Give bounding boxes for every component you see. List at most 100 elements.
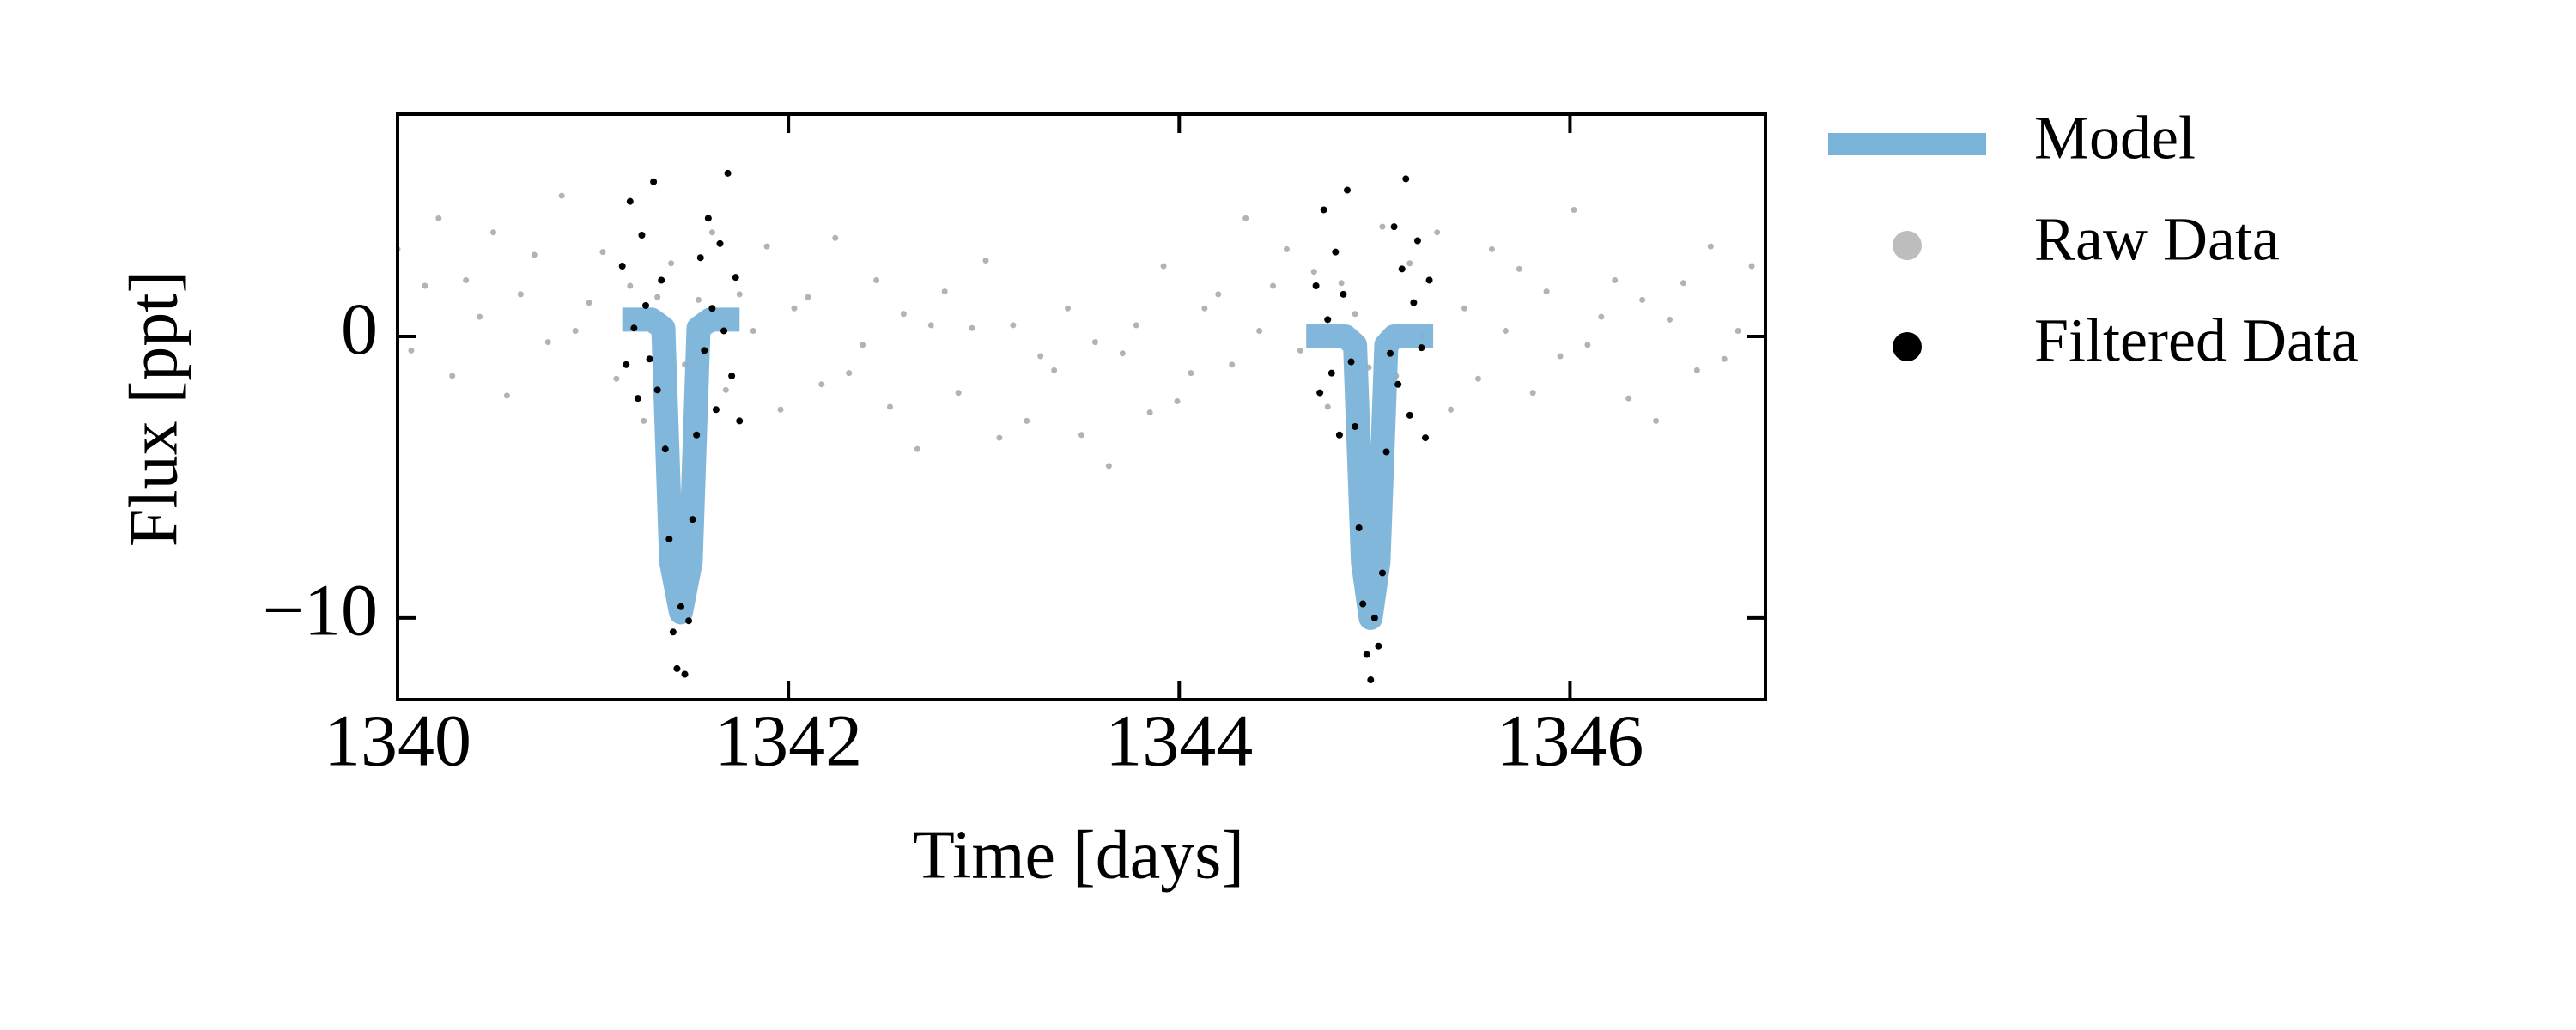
- raw-point: [558, 192, 565, 199]
- raw-point: [1078, 432, 1084, 439]
- plot-frame: [396, 112, 1767, 701]
- raw-point: [1091, 339, 1098, 346]
- raw-point: [1256, 327, 1263, 334]
- raw-point: [490, 229, 497, 236]
- raw-point: [722, 386, 729, 393]
- filtered-point: [732, 274, 739, 282]
- filtered-point: [708, 305, 716, 312]
- filtered-point: [661, 445, 669, 453]
- raw-point: [1461, 305, 1468, 312]
- raw-point: [586, 300, 592, 306]
- raw-point: [873, 276, 880, 283]
- filtered-point: [1355, 524, 1363, 531]
- filtered-point: [1363, 651, 1370, 658]
- raw-point: [777, 406, 784, 413]
- raw-point: [1516, 265, 1522, 272]
- filtered-point: [642, 301, 650, 309]
- filtered-point: [665, 536, 673, 543]
- filtered-point: [623, 360, 630, 368]
- raw-point: [900, 311, 907, 318]
- raw-point: [1037, 353, 1044, 360]
- raw-point: [422, 282, 428, 289]
- filtered-point: [1316, 389, 1324, 397]
- filtered-point: [669, 628, 677, 636]
- filtered-point: [704, 215, 712, 222]
- raw-point: [1338, 280, 1345, 287]
- filtered-point: [1340, 290, 1347, 298]
- raw-point: [463, 276, 470, 283]
- filtered-point: [1387, 349, 1394, 357]
- raw-point: [1434, 229, 1441, 236]
- raw-point: [1639, 296, 1646, 303]
- raw-point: [1625, 395, 1632, 402]
- filtered-point: [626, 197, 634, 205]
- plot-area: [398, 169, 1755, 684]
- raw-point: [750, 327, 756, 334]
- filtered-point: [1394, 380, 1402, 388]
- raw-point: [1529, 390, 1536, 397]
- raw-point: [927, 322, 934, 329]
- raw-point: [572, 327, 579, 334]
- raw-point: [1598, 313, 1605, 320]
- filtered-point: [720, 327, 728, 335]
- raw-point: [1065, 305, 1072, 312]
- raw-point: [435, 215, 442, 221]
- filtered-point: [638, 231, 646, 239]
- x-axis-label: Time [days]: [913, 817, 1244, 893]
- filtered-point: [736, 417, 744, 425]
- raw-point: [1474, 375, 1481, 382]
- filtered-point: [689, 516, 696, 524]
- raw-point: [1324, 403, 1331, 410]
- raw-point: [1105, 463, 1112, 470]
- raw-point: [1488, 245, 1495, 252]
- filtered-point: [1425, 276, 1433, 284]
- filtered-point: [681, 670, 689, 678]
- filtered-point: [1402, 175, 1410, 183]
- x-tick-label: 1340: [324, 700, 471, 782]
- raw-point: [1133, 322, 1139, 329]
- x-tick-label: 1346: [1496, 700, 1643, 782]
- filtered-point: [658, 276, 665, 284]
- raw-point: [791, 305, 798, 312]
- filtered-point: [1382, 448, 1390, 456]
- raw-point: [708, 229, 715, 236]
- filtered-point: [1398, 265, 1406, 273]
- raw-point: [1680, 280, 1686, 287]
- filtered-point: [685, 617, 693, 625]
- filtered-point: [1352, 422, 1359, 430]
- raw-point: [832, 234, 839, 241]
- y-tick-label: 0: [341, 288, 378, 370]
- raw-point: [1215, 291, 1222, 298]
- filtered-point: [634, 395, 641, 403]
- legend-marker: [1893, 332, 1922, 361]
- raw-point: [1201, 305, 1208, 312]
- filtered-point: [1335, 431, 1343, 439]
- raw-point: [1557, 353, 1564, 360]
- filtered-point: [677, 603, 684, 610]
- raw-point: [846, 370, 853, 377]
- legend-label: Raw Data: [2034, 205, 2280, 274]
- raw-point: [1310, 269, 1317, 276]
- raw-point: [449, 373, 456, 379]
- raw-point: [654, 294, 661, 300]
- raw-point: [503, 392, 510, 399]
- filtered-point: [646, 355, 653, 363]
- raw-point: [1666, 316, 1673, 323]
- raw-point: [1010, 322, 1017, 329]
- filtered-point: [1367, 676, 1375, 684]
- raw-point: [1448, 406, 1455, 413]
- raw-point: [1707, 243, 1714, 250]
- raw-point: [1721, 355, 1728, 362]
- raw-point: [1653, 417, 1660, 424]
- y-axis-label: Flux [ppt]: [116, 270, 191, 547]
- filtered-point: [1359, 600, 1367, 608]
- filtered-point: [696, 254, 704, 262]
- raw-point: [1297, 347, 1303, 354]
- raw-point: [1146, 409, 1153, 416]
- filtered-point: [693, 431, 701, 439]
- y-tick-label: −10: [262, 569, 378, 651]
- raw-point: [996, 434, 1003, 441]
- filtered-point: [1375, 642, 1382, 650]
- raw-point: [860, 342, 866, 348]
- raw-point: [531, 251, 538, 258]
